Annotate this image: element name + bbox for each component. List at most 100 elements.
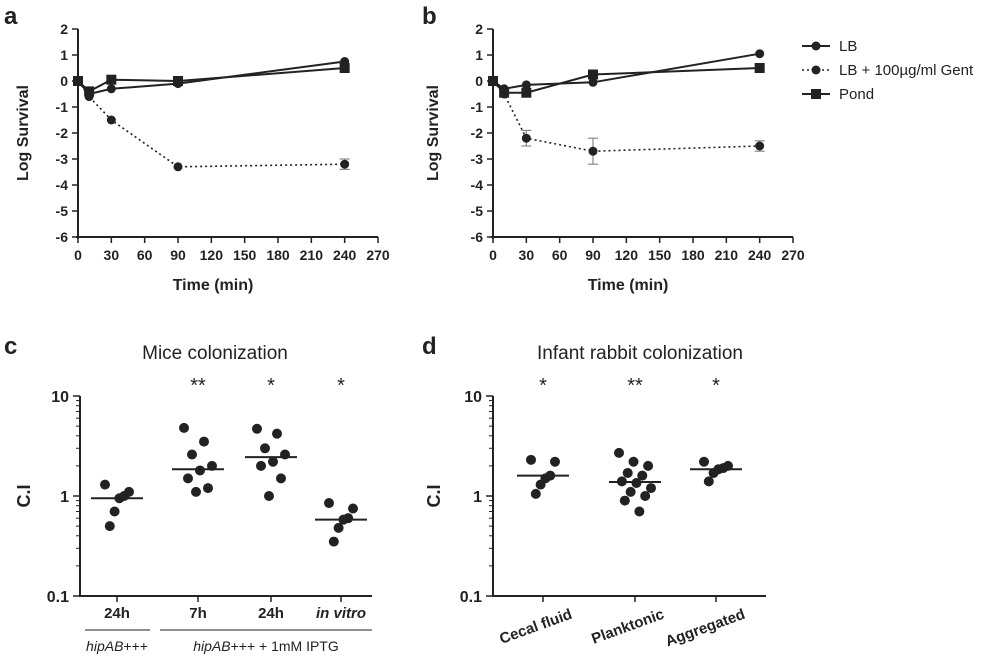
significance-marker: *: [539, 375, 547, 397]
y-tick-label: -1: [56, 99, 69, 115]
x-tick-label: 0: [489, 247, 497, 263]
significance-marker: *: [712, 375, 720, 397]
category-label: 7h: [189, 605, 207, 622]
data-point: [619, 495, 630, 506]
panel-b-line-chart: 210-1-2-3-4-5-60 30 60 90 120 150 180 210 240 270…: [425, 21, 805, 294]
x-tick-label: 240: [333, 247, 357, 263]
x-tick-label: 150: [233, 247, 257, 263]
data-point-series-2: [755, 141, 765, 151]
data-point: [100, 479, 110, 490]
data-point: [199, 436, 209, 447]
data-point-series-3: [754, 63, 765, 73]
gene-suffix: +++: [123, 638, 148, 654]
data-point: [640, 491, 651, 501]
data-point: [252, 423, 262, 434]
panel-title: Infant rabbit colonization: [537, 343, 743, 364]
x-tick-label: 270: [366, 247, 390, 263]
x-tick-label: 210: [300, 247, 324, 263]
data-point: [276, 473, 286, 484]
panel-d-scatter-chart: 10 1 0.1 C.I Infant rabbit colonization * Ceca…: [424, 343, 766, 650]
data-point-series-1: [755, 49, 765, 59]
data-point: [191, 486, 201, 497]
data-point-series-2: [173, 162, 183, 172]
data-point: [183, 473, 193, 484]
y-axis-title: C.I: [424, 484, 444, 507]
y-axis-title: C.I: [14, 484, 34, 507]
data-point-series-3: [173, 76, 183, 86]
y-tick-label: -6: [56, 229, 69, 245]
x-axis-title: Time (min): [173, 277, 254, 294]
panel-c-scatter-chart: 10 1 0.1 C.I Mice colonization 24h ** 7h * 24h * in…: [14, 343, 372, 622]
data-point: [260, 443, 270, 454]
y-tick-label: 2: [60, 21, 68, 37]
data-point: [104, 521, 115, 532]
data-point: [708, 467, 719, 478]
data-point-series-2: [588, 146, 598, 156]
x-tick-label: 240: [748, 247, 772, 263]
panel-a-line-chart: 210-1-2-3-4-5-60 30 60 90 120 150 180 210 240 270…: [15, 21, 390, 294]
data-point: [272, 428, 282, 439]
category-label: 24h: [104, 605, 130, 622]
data-point-series-2: [521, 133, 531, 143]
legend-marker: [811, 89, 821, 99]
data-point: [625, 486, 636, 497]
legend-label: LB + 100µg/ml Gent: [839, 62, 974, 79]
data-point-series-1: [588, 77, 598, 87]
data-point: [550, 456, 560, 467]
data-point-series-2: [106, 115, 116, 125]
legend: LB LB + 100µg/ml Gent Pond: [802, 38, 974, 103]
y-tick-label: 2: [475, 21, 483, 37]
series-line-2: [77, 80, 345, 168]
data-point: [324, 498, 334, 509]
y-tick-label: 1: [60, 489, 69, 506]
data-point-series-3: [84, 86, 95, 97]
x-tick-label: 180: [266, 247, 290, 263]
data-point: [646, 483, 656, 494]
group-label-right: hipAB+++ + 1mM IPTG: [193, 638, 339, 654]
x-tick-label: 90: [170, 247, 186, 263]
x-tick-label: 150: [648, 247, 672, 263]
y-tick-label: 10: [51, 389, 69, 406]
data-point-series-1: [521, 80, 531, 90]
y-tick-label: -5: [471, 203, 484, 219]
gene-name: hipAB: [86, 638, 123, 654]
category-label: in vitro: [316, 605, 366, 622]
data-point: [109, 506, 120, 517]
data-point: [328, 536, 339, 547]
data-point: [348, 503, 358, 514]
data-point-series-3: [73, 76, 83, 86]
x-tick-label: 270: [781, 247, 805, 263]
y-tick-label: 0.1: [47, 589, 69, 606]
category-label: Aggregated: [663, 606, 747, 650]
category-label: 24h: [258, 605, 284, 622]
data-point: [699, 456, 709, 467]
panel-title: Mice colonization: [142, 343, 288, 364]
panel-label-d: d: [422, 333, 437, 360]
data-point-series-3: [106, 74, 117, 85]
group-label-left: hipAB+++: [86, 638, 148, 654]
panel-label-a: a: [4, 3, 18, 30]
y-axis-title: Log Survival: [425, 85, 442, 181]
x-tick-label: 120: [615, 247, 639, 263]
y-tick-label: 0: [60, 73, 68, 89]
panel-label-b: b: [422, 3, 437, 30]
treatment-text: +++ + 1mM IPTG: [231, 638, 339, 654]
significance-marker: **: [190, 375, 206, 397]
y-tick-label: -3: [471, 151, 484, 167]
y-tick-label: -4: [56, 177, 69, 193]
legend-marker: [811, 41, 821, 51]
panel-label-c: c: [4, 333, 17, 360]
x-tick-label: 120: [200, 247, 224, 263]
series-line-1: [492, 52, 760, 90]
x-tick-label: 30: [519, 247, 535, 263]
data-point: [333, 522, 344, 533]
significance-marker: *: [337, 375, 345, 397]
data-point: [622, 467, 633, 478]
data-point: [634, 506, 645, 517]
x-tick-label: 210: [715, 247, 739, 263]
data-point: [530, 488, 541, 499]
x-tick-label: 60: [137, 247, 153, 263]
y-tick-label: -5: [56, 203, 69, 219]
data-point: [179, 422, 189, 433]
x-tick-label: 60: [552, 247, 568, 263]
